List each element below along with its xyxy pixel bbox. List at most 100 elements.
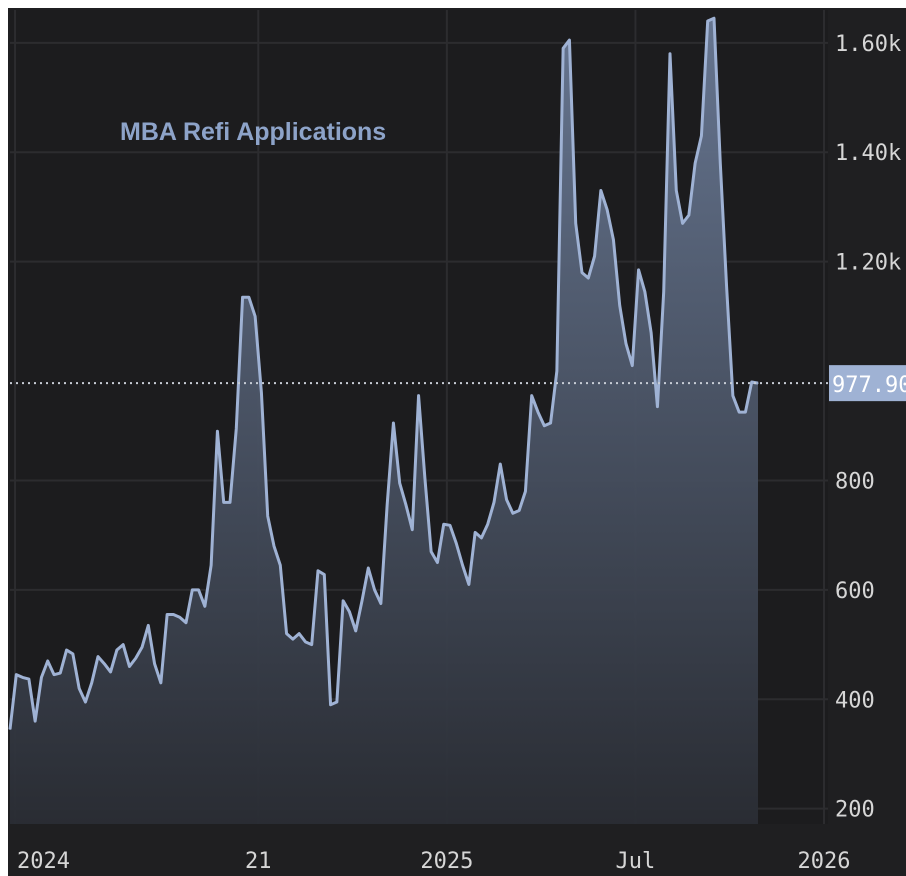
data-point	[216, 430, 219, 432]
data-point	[568, 39, 571, 41]
y-tick-label: 200	[835, 798, 875, 823]
data-point	[543, 425, 545, 427]
data-point	[348, 611, 351, 613]
data-point	[128, 665, 131, 668]
data-point	[103, 663, 105, 665]
data-point	[744, 411, 747, 413]
data-point	[625, 343, 627, 345]
data-point	[575, 222, 577, 224]
data-point	[273, 545, 275, 547]
data-point	[172, 613, 175, 616]
data-point	[700, 135, 703, 137]
y-tick-label: 600	[835, 579, 875, 604]
data-point	[443, 523, 445, 525]
data-point	[179, 616, 181, 618]
data-point	[166, 613, 168, 616]
data-point	[631, 364, 633, 367]
y-tick-label: 1.60k	[835, 32, 901, 57]
data-point	[461, 564, 464, 566]
data-point	[480, 537, 483, 539]
data-point	[279, 564, 281, 566]
data-point	[669, 53, 671, 55]
data-point	[122, 643, 124, 646]
x-tick-label: 2026	[798, 849, 851, 874]
data-point	[518, 509, 520, 512]
data-point	[505, 499, 508, 501]
y-tick-label: 400	[835, 688, 875, 713]
data-point	[191, 589, 193, 591]
data-point	[292, 638, 294, 640]
data-point	[47, 660, 49, 662]
data-point	[109, 671, 112, 673]
data-point	[499, 463, 501, 465]
data-point	[751, 381, 753, 383]
data-point	[487, 523, 489, 525]
data-point	[361, 600, 363, 602]
data-point	[537, 411, 539, 413]
data-point	[373, 589, 376, 591]
data-point	[72, 653, 74, 655]
data-point	[153, 663, 156, 665]
data-point	[40, 676, 43, 678]
data-point	[719, 162, 721, 164]
data-point	[135, 657, 137, 659]
data-point	[656, 406, 659, 408]
data-point	[675, 189, 677, 192]
data-point	[663, 291, 665, 293]
data-point	[556, 370, 558, 372]
data-point	[732, 395, 734, 397]
data-point	[260, 392, 263, 394]
data-point	[606, 209, 608, 211]
data-point	[386, 504, 388, 506]
data-point	[436, 561, 439, 564]
last-value-label: 977.90	[832, 373, 906, 398]
data-point	[210, 564, 212, 566]
data-point	[619, 304, 621, 306]
data-point	[34, 720, 36, 722]
data-point	[738, 411, 740, 413]
series-area	[8, 16, 759, 824]
data-point	[229, 501, 231, 503]
data-point	[204, 605, 206, 607]
data-point	[53, 674, 55, 676]
data-point	[241, 296, 244, 298]
data-point	[524, 490, 527, 492]
data-point	[725, 285, 728, 287]
area-fill	[10, 18, 758, 824]
last-value-badge	[829, 365, 906, 402]
data-point	[493, 501, 495, 503]
data-point	[424, 477, 426, 479]
data-point	[694, 162, 696, 164]
series-line	[8, 16, 759, 730]
x-tick-label: Jul	[616, 849, 656, 874]
y-tick-label: 1.20k	[835, 251, 901, 276]
data-point	[688, 214, 690, 216]
data-point	[474, 531, 476, 534]
data-point	[468, 583, 470, 586]
data-point	[185, 622, 187, 624]
data-point	[91, 682, 93, 684]
data-point	[367, 567, 369, 569]
data-point	[248, 296, 250, 298]
data-point	[323, 573, 325, 576]
data-point	[141, 646, 143, 648]
data-point	[644, 291, 646, 293]
data-point	[593, 255, 596, 257]
data-point	[411, 529, 413, 531]
data-point	[600, 189, 602, 192]
data-point	[342, 600, 344, 602]
x-tick-label: 2025	[420, 849, 473, 874]
data-point	[380, 602, 382, 605]
data-point	[405, 504, 407, 506]
data-point	[355, 630, 357, 632]
data-point	[311, 643, 313, 646]
data-point	[581, 271, 583, 274]
data-point	[399, 482, 401, 484]
y-axis: 1.60k 1.40k 1.20k 800 600 400 200	[835, 32, 901, 823]
data-point	[304, 641, 307, 643]
data-point	[160, 682, 162, 684]
data-point	[512, 512, 514, 514]
x-tick-label: 21	[245, 849, 272, 874]
chart-title: MBA Refi Applications	[120, 118, 386, 146]
